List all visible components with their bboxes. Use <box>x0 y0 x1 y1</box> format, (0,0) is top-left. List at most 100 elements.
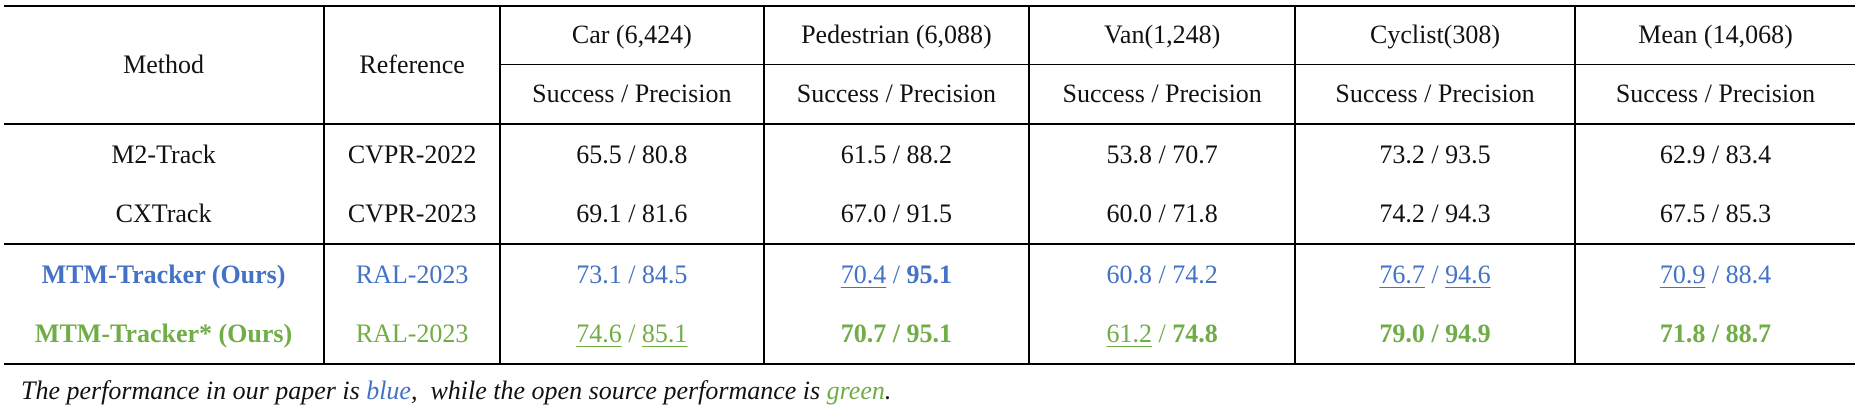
separator: / <box>1705 318 1726 348</box>
success-value: 60.0 <box>1106 198 1153 228</box>
method-cell: CXTrack <box>4 184 326 244</box>
success-value: 62.9 <box>1659 139 1706 169</box>
score-cell: 76.7 / 94.6 <box>1295 243 1576 304</box>
success-value: 53.8 <box>1106 139 1153 169</box>
score-cell: 65.5 / 80.8 <box>500 123 765 184</box>
score-cell: 60.8 / 74.2 <box>1029 243 1297 304</box>
score-cell: 60.0 / 71.8 <box>1029 184 1297 244</box>
method-cell: MTM-Tracker (Ours) <box>4 243 326 304</box>
score-cell: 67.5 / 85.3 <box>1575 184 1855 244</box>
header-method: Method <box>4 5 326 124</box>
success-value: 70.4 <box>840 259 887 289</box>
precision-value: 88.2 <box>906 139 953 169</box>
success-value: 69.1 <box>576 198 622 228</box>
precision-value: 74.2 <box>1172 259 1218 289</box>
success-value: 71.8 <box>1659 318 1706 348</box>
metric-label: Success / Precision <box>763 63 1031 124</box>
score-cell: 73.2 / 93.5 <box>1295 123 1576 184</box>
score-cell: 74.6 / 85.1 <box>500 304 765 365</box>
reference-cell: RAL-2023 <box>324 243 502 304</box>
success-value: 79.0 <box>1379 318 1425 348</box>
reference-cell: CVPR-2022 <box>324 123 502 184</box>
precision-value: 80.8 <box>641 139 688 169</box>
precision-value: 94.3 <box>1445 198 1491 228</box>
results-table-container: Method Reference Car (6,424) Pedestrian … <box>4 5 1855 365</box>
success-value: 61.2 <box>1106 318 1153 348</box>
header-pedestrian: Pedestrian (6,088) <box>763 5 1031 64</box>
precision-value: 74.8 <box>1172 318 1218 348</box>
success-value: 73.2 <box>1379 139 1425 169</box>
precision-value: 81.6 <box>641 198 688 228</box>
success-value: 70.7 <box>840 318 887 348</box>
score-cell: 73.1 / 84.5 <box>500 243 765 304</box>
metric-label: Success / Precision <box>1295 63 1576 124</box>
success-value: 61.5 <box>840 139 887 169</box>
separator: / <box>1152 198 1173 228</box>
score-cell: 70.9 / 88.4 <box>1575 243 1855 304</box>
reference-cell: RAL-2023 <box>324 304 502 365</box>
separator: / <box>1705 259 1726 289</box>
score-cell: 67.0 / 91.5 <box>763 184 1031 244</box>
table-caption: The performance in our paper is blue, wh… <box>21 376 891 406</box>
table-row: MTM-Tracker (Ours) RAL-2023 73.1 / 84.5 … <box>4 243 1855 304</box>
score-cell: 61.2 / 74.8 <box>1029 304 1297 365</box>
precision-value: 91.5 <box>906 198 953 228</box>
separator: / <box>886 259 907 289</box>
score-cell: 70.7 / 95.1 <box>763 304 1031 365</box>
precision-value: 84.5 <box>641 259 688 289</box>
header-row-datasets: Method Reference Car (6,424) Pedestrian … <box>4 5 1855 124</box>
method-cell: MTM-Tracker* (Ours) <box>4 304 326 365</box>
table-row: MTM-Tracker* (Ours) RAL-2023 74.6 / 85.1… <box>4 304 1855 365</box>
table-row: M2-Track CVPR-2022 65.5 / 80.8 61.5 / 88… <box>4 123 1855 184</box>
score-cell: 69.1 / 81.6 <box>500 184 765 244</box>
success-value: 76.7 <box>1379 259 1425 289</box>
precision-value: 88.4 <box>1725 259 1772 289</box>
separator: / <box>1152 318 1173 348</box>
success-value: 74.2 <box>1379 198 1425 228</box>
header-mean: Mean (14,068) <box>1575 5 1855 64</box>
caption-blue-word: blue <box>366 376 411 405</box>
success-value: 67.5 <box>1659 198 1706 228</box>
precision-value: 71.8 <box>1172 198 1218 228</box>
separator: / <box>1152 139 1173 169</box>
precision-value: 88.7 <box>1725 318 1772 348</box>
score-cell: 53.8 / 70.7 <box>1029 123 1297 184</box>
precision-value: 83.4 <box>1725 139 1772 169</box>
success-value: 60.8 <box>1106 259 1153 289</box>
precision-value: 85.3 <box>1725 198 1772 228</box>
separator: / <box>621 259 642 289</box>
success-value: 67.0 <box>840 198 887 228</box>
separator: / <box>1424 259 1446 289</box>
metric-label: Success / Precision <box>1575 63 1855 124</box>
precision-value: 85.1 <box>641 318 688 348</box>
score-cell: 61.5 / 88.2 <box>763 123 1031 184</box>
metric-label: Success / Precision <box>500 63 765 124</box>
separator: / <box>621 198 642 228</box>
header-van: Van(1,248) <box>1029 5 1297 64</box>
score-cell: 74.2 / 94.3 <box>1295 184 1576 244</box>
header-cyclist: Cyclist(308) <box>1295 5 1576 64</box>
caption-text: The performance in our paper is <box>21 376 367 405</box>
separator: / <box>1424 139 1446 169</box>
separator: / <box>886 318 907 348</box>
separator: / <box>1705 198 1726 228</box>
separator: / <box>1424 198 1446 228</box>
caption-green-word: green <box>826 376 885 405</box>
score-cell: 62.9 / 83.4 <box>1575 123 1855 184</box>
precision-value: 94.9 <box>1445 318 1491 348</box>
separator: / <box>886 139 907 169</box>
score-cell: 71.8 / 88.7 <box>1575 304 1855 365</box>
success-value: 73.1 <box>576 259 622 289</box>
caption-text: . <box>884 376 892 405</box>
separator: / <box>621 139 642 169</box>
method-cell: M2-Track <box>4 123 326 184</box>
reference-cell: CVPR-2023 <box>324 184 502 244</box>
precision-value: 95.1 <box>906 318 953 348</box>
success-value: 74.6 <box>576 318 622 348</box>
metric-label: Success / Precision <box>1029 63 1297 124</box>
precision-value: 94.6 <box>1445 259 1491 289</box>
precision-value: 95.1 <box>906 259 953 289</box>
separator: / <box>886 198 907 228</box>
success-value: 65.5 <box>576 139 622 169</box>
precision-value: 70.7 <box>1172 139 1218 169</box>
